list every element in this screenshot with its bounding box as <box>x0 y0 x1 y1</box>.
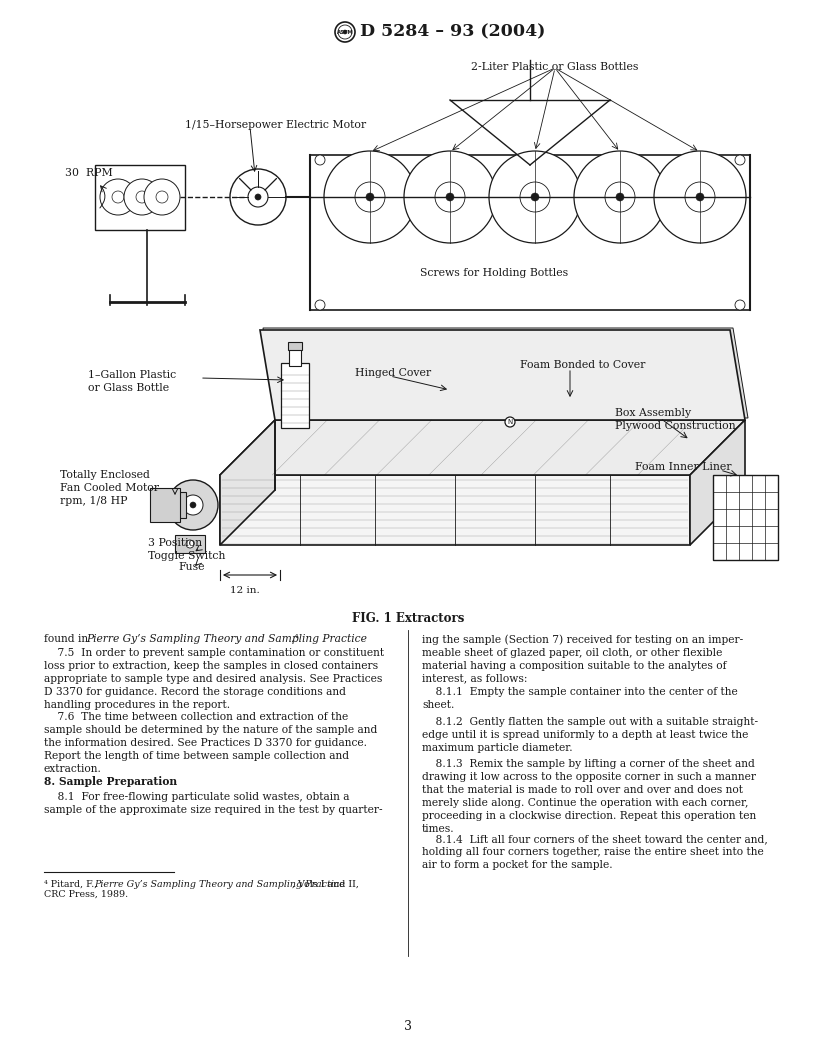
Circle shape <box>255 194 261 200</box>
Circle shape <box>335 22 355 42</box>
Text: CRC Press, 1989.: CRC Press, 1989. <box>44 889 128 899</box>
Bar <box>95 165 185 230</box>
Circle shape <box>735 300 745 310</box>
Circle shape <box>489 151 581 243</box>
Circle shape <box>654 151 746 243</box>
Text: Screws for Holding Bottles: Screws for Holding Bottles <box>420 268 568 278</box>
Text: ASTM: ASTM <box>337 30 353 35</box>
Circle shape <box>696 193 704 201</box>
Circle shape <box>435 182 465 212</box>
Text: 8.1  For free-flowing particulate solid wastes, obtain a
sample of the approxima: 8.1 For free-flowing particulate solid w… <box>44 792 383 815</box>
Circle shape <box>446 193 454 201</box>
Text: 3 Position
Toggle Switch: 3 Position Toggle Switch <box>148 538 225 561</box>
Circle shape <box>248 187 268 207</box>
Circle shape <box>186 540 194 548</box>
Circle shape <box>685 182 715 212</box>
Bar <box>289 348 301 366</box>
Circle shape <box>520 182 550 212</box>
Text: 2-Liter Plastic or Glass Bottles: 2-Liter Plastic or Glass Bottles <box>472 62 639 72</box>
Circle shape <box>324 151 416 243</box>
Circle shape <box>136 191 148 203</box>
Circle shape <box>144 180 180 215</box>
Circle shape <box>404 151 496 243</box>
Text: ing the sample (Section 7) received for testing on an imper-
meable sheet of gla: ing the sample (Section 7) received for … <box>422 634 743 683</box>
Circle shape <box>315 155 325 165</box>
Circle shape <box>505 417 515 427</box>
Text: ⁴ Pitard, F.,: ⁴ Pitard, F., <box>44 880 100 889</box>
Circle shape <box>100 180 136 215</box>
Polygon shape <box>263 328 748 418</box>
Polygon shape <box>260 329 745 420</box>
Polygon shape <box>220 420 275 545</box>
Text: 8.1.1  Empty the sample container into the center of the
sheet.: 8.1.1 Empty the sample container into th… <box>422 686 738 710</box>
Bar <box>150 488 180 522</box>
Text: Pierre Gy’s Sampling Theory and Sampling Practice: Pierre Gy’s Sampling Theory and Sampling… <box>94 880 345 889</box>
Circle shape <box>355 182 385 212</box>
Text: 7.6  The time between collection and extraction of the
sample should be determin: 7.6 The time between collection and extr… <box>44 712 377 774</box>
Text: Pierre Gy’s Sampling Theory and Sampling Practice: Pierre Gy’s Sampling Theory and Sampling… <box>86 634 367 644</box>
Text: Fuse: Fuse <box>178 562 205 572</box>
Circle shape <box>343 30 347 34</box>
Text: 1/15–Horsepower Electric Motor: 1/15–Horsepower Electric Motor <box>185 120 366 130</box>
Text: Totally Enclosed
Fan Cooled Motor
rpm, 1/8 HP: Totally Enclosed Fan Cooled Motor rpm, 1… <box>60 470 159 506</box>
Bar <box>310 155 750 310</box>
Circle shape <box>190 502 196 508</box>
Circle shape <box>168 480 218 530</box>
Circle shape <box>616 193 624 201</box>
Circle shape <box>230 169 286 225</box>
Circle shape <box>156 191 168 203</box>
Circle shape <box>366 193 374 201</box>
Text: FIG. 1 Extractors: FIG. 1 Extractors <box>352 612 464 625</box>
Text: N: N <box>508 419 512 425</box>
Circle shape <box>124 180 160 215</box>
Text: 7.5  In order to prevent sample contamination or constituent
loss prior to extra: 7.5 In order to prevent sample contamina… <box>44 648 384 710</box>
Bar <box>288 342 302 350</box>
Text: D 5284 – 93 (2004): D 5284 – 93 (2004) <box>360 23 545 40</box>
Text: Box Assembly
Plywood Construction: Box Assembly Plywood Construction <box>615 408 736 431</box>
Text: .⁴: .⁴ <box>291 634 299 644</box>
Circle shape <box>574 151 666 243</box>
Text: Hinged Cover: Hinged Cover <box>355 367 431 378</box>
Polygon shape <box>220 420 745 475</box>
Text: 8. Sample Preparation: 8. Sample Preparation <box>44 776 177 787</box>
Text: 8.1.4  Lift all four corners of the sheet toward the center and,
holding all fou: 8.1.4 Lift all four corners of the sheet… <box>422 834 768 870</box>
Polygon shape <box>690 420 745 545</box>
Text: 30  RPM: 30 RPM <box>65 168 113 178</box>
Circle shape <box>315 300 325 310</box>
Text: 8.1.3  Remix the sample by lifting a corner of the sheet and
drawing it low acro: 8.1.3 Remix the sample by lifting a corn… <box>422 759 756 834</box>
Text: , Vols I and II,: , Vols I and II, <box>292 880 359 889</box>
Text: 3: 3 <box>404 1020 412 1033</box>
Bar <box>713 475 778 560</box>
Bar <box>175 535 205 553</box>
Text: Foam Bonded to Cover: Foam Bonded to Cover <box>520 360 645 370</box>
Circle shape <box>531 193 539 201</box>
Polygon shape <box>220 475 690 545</box>
Circle shape <box>183 495 203 515</box>
Text: Foam Inner Liner: Foam Inner Liner <box>635 463 731 472</box>
Text: 8.1.2  Gently flatten the sample out with a suitable straight-
edge until it is : 8.1.2 Gently flatten the sample out with… <box>422 717 758 753</box>
Circle shape <box>735 155 745 165</box>
Bar <box>168 492 186 518</box>
Text: 1–Gallon Plastic
or Glass Bottle: 1–Gallon Plastic or Glass Bottle <box>88 370 176 393</box>
Text: 12 in.: 12 in. <box>230 586 259 595</box>
Circle shape <box>112 191 124 203</box>
Circle shape <box>605 182 635 212</box>
Text: found in: found in <box>44 634 91 644</box>
Circle shape <box>338 25 352 39</box>
Bar <box>281 363 309 428</box>
